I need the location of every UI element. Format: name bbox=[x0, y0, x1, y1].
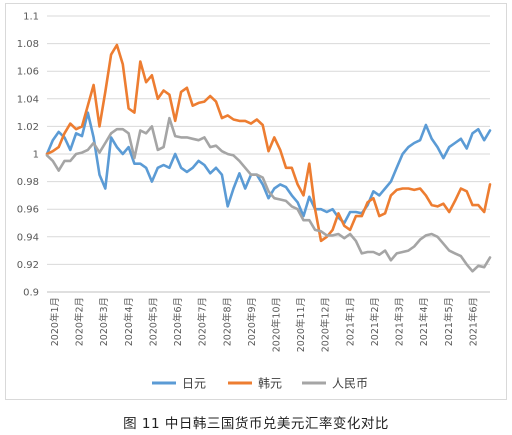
x-tick-label: 2020年8月 bbox=[221, 297, 233, 346]
y-tick-label: 0.92 bbox=[17, 260, 39, 271]
x-tick-label: 2021年1月 bbox=[344, 297, 356, 346]
x-tick-label: 2020年9月 bbox=[246, 297, 258, 346]
y-axis: 1.1 1.08 1.06 1.04 1.02 1 0.98 0.96 0.94 0.92 0.9 bbox=[17, 12, 39, 299]
legend: 日元 韩元 人民币 bbox=[152, 376, 368, 391]
legend-label: 日元 bbox=[182, 377, 206, 391]
y-tick-label: 1.1 bbox=[23, 12, 39, 23]
series-line-人民币 bbox=[45, 116, 492, 273]
x-tick-label: 2021年3月 bbox=[394, 297, 406, 346]
x-tick-label: 2020年3月 bbox=[98, 297, 110, 346]
legend-label: 韩元 bbox=[258, 376, 282, 391]
series-line-韩元 bbox=[45, 43, 492, 243]
series-line-日元 bbox=[45, 111, 492, 225]
x-tick-label: 2020年5月 bbox=[147, 297, 159, 346]
y-tick-label: 0.9 bbox=[23, 288, 39, 299]
x-tick-label: 2020年4月 bbox=[123, 297, 135, 346]
y-tick-label: 0.96 bbox=[17, 205, 39, 216]
figure-caption: 图 11 中日韩三国货币兑美元汇率变化对比 bbox=[123, 416, 389, 432]
x-tick-label: 2020年10月 bbox=[271, 297, 283, 352]
chart-frame bbox=[5, 3, 507, 400]
y-tick-label: 1.02 bbox=[17, 122, 39, 133]
x-tick-label: 2020年7月 bbox=[197, 297, 209, 346]
y-tick-label: 1 bbox=[33, 150, 39, 161]
series-lines bbox=[45, 43, 492, 273]
x-tick-label: 2021年2月 bbox=[369, 297, 381, 346]
gridlines bbox=[47, 15, 490, 265]
y-tick-label: 0.98 bbox=[17, 177, 39, 188]
x-tick-label: 2021年4月 bbox=[418, 297, 430, 346]
y-tick-label: 1.06 bbox=[17, 67, 39, 78]
y-tick-label: 1.08 bbox=[17, 39, 39, 50]
x-tick-label: 2020年1月 bbox=[49, 297, 61, 346]
x-tick-label: 2020年2月 bbox=[74, 297, 86, 346]
x-tick-label: 2021年5月 bbox=[443, 297, 455, 346]
x-tick-label: 2021年6月 bbox=[467, 297, 479, 346]
x-tick-label: 2020年12月 bbox=[320, 297, 332, 352]
y-tick-label: 0.94 bbox=[17, 232, 39, 243]
legend-label: 人民币 bbox=[332, 377, 368, 391]
x-tick-label: 2020年11月 bbox=[295, 297, 307, 352]
x-axis: 2020年1月 2020年2月 2020年3月 2020年4月 2020年5月 2020年… bbox=[47, 291, 490, 352]
x-tick-label: 2020年6月 bbox=[172, 297, 184, 346]
y-tick-label: 1.04 bbox=[17, 94, 39, 105]
